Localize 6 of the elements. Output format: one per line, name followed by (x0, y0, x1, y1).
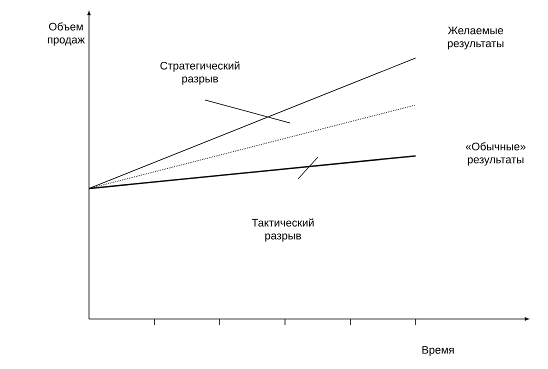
text: Желаемые результаты (448, 26, 504, 50)
y-axis-title: Объем продаж (48, 22, 85, 46)
annotation: Тактический разрыв (252, 218, 314, 242)
x-axis-title: Время (422, 346, 454, 356)
text: «Обычные» результаты (466, 142, 526, 166)
annotation: Стратегический разрыв (160, 61, 240, 85)
